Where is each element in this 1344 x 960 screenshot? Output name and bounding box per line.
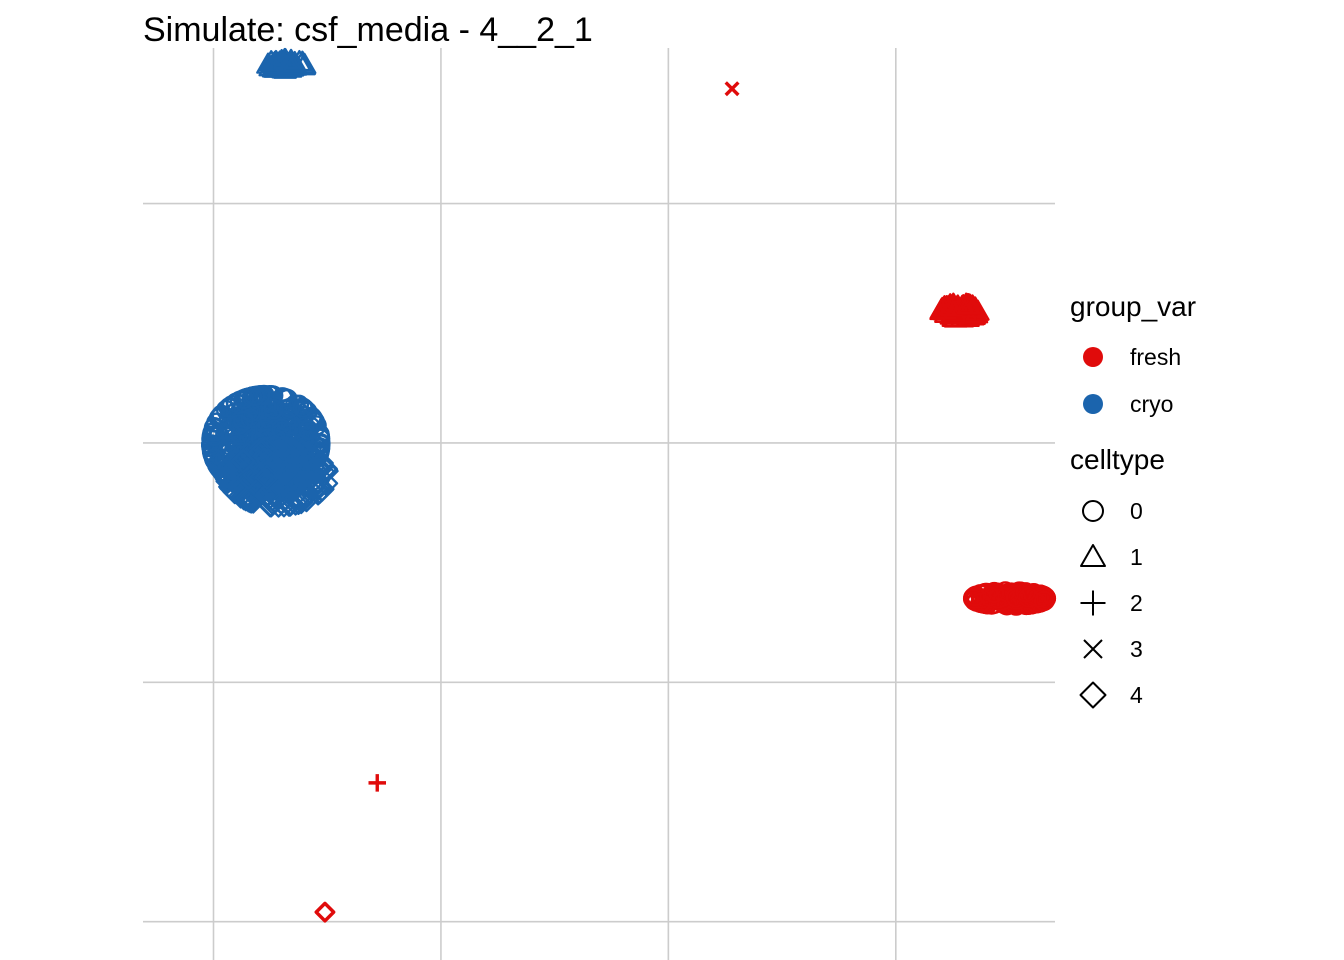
data-point (215, 468, 241, 494)
cluster-fresh-celltype-4 (314, 901, 336, 923)
data-point (235, 464, 261, 490)
data-point (274, 443, 300, 469)
legend-shape-0 (1082, 500, 1104, 522)
data-point (314, 901, 336, 923)
data-point (309, 476, 335, 502)
data-point (270, 435, 296, 461)
data-point (228, 414, 250, 435)
legend: group_var fresh cryo celltype 0 1 2 3 4 (1070, 291, 1196, 709)
data-point (293, 470, 319, 496)
data-point (214, 463, 240, 489)
cluster-fresh-celltype-0 (962, 581, 1057, 616)
legend-label-fresh: fresh (1130, 344, 1181, 370)
data-point (1018, 587, 1039, 608)
data-point (368, 774, 387, 792)
data-point (230, 448, 256, 474)
data-point (204, 421, 225, 442)
data-point (313, 470, 339, 496)
data-point (276, 53, 301, 75)
legend-label-celltype-0: 0 (1130, 498, 1143, 524)
data-point (281, 484, 307, 510)
data-point (255, 481, 281, 507)
data-point (309, 450, 334, 476)
data-point (282, 50, 307, 73)
data-point (263, 398, 284, 420)
legend-title-group-var: group_var (1070, 291, 1196, 322)
data-point (1028, 587, 1050, 608)
data-point (288, 394, 310, 416)
data-point (244, 385, 265, 407)
legend-label-celltype-4: 4 (1130, 682, 1143, 708)
data-point (292, 397, 313, 418)
data-point (223, 447, 249, 473)
data-point (233, 388, 255, 410)
legend-celltype-items: 0 1 2 3 4 (1079, 498, 1143, 709)
data-point (248, 437, 274, 463)
data-point (228, 483, 254, 509)
cluster-fresh-celltype-3 (724, 81, 740, 97)
legend-label-celltype-1: 1 (1130, 544, 1143, 570)
data-point (233, 410, 254, 432)
data-point (956, 293, 981, 315)
legend-swatch-cryo (1083, 394, 1103, 414)
legend-title-celltype: celltype (1070, 444, 1165, 475)
data-point (260, 454, 286, 479)
data-point (1005, 587, 1027, 608)
data-point (964, 586, 986, 607)
legend-group-var-items: fresh cryo (1083, 344, 1181, 417)
legend-shape-2 (1080, 590, 1106, 616)
cluster-cryo-celltype-1 (256, 47, 317, 79)
data-point (970, 592, 991, 613)
data-point (298, 419, 319, 441)
legend-label-cryo: cryo (1130, 391, 1173, 417)
legend-shape-4 (1079, 681, 1107, 709)
data-point (203, 448, 225, 469)
legend-swatch-fresh (1083, 347, 1103, 367)
legend-label-celltype-2: 2 (1130, 590, 1143, 616)
legend-shape-3 (1083, 639, 1103, 659)
cluster-fresh-celltype-2 (368, 774, 387, 792)
data-point (279, 397, 301, 419)
data-point (256, 52, 281, 74)
data-point (283, 490, 308, 516)
data-points (201, 47, 1057, 923)
data-point (983, 582, 1005, 604)
data-point (1033, 590, 1055, 612)
legend-shape-1 (1080, 544, 1106, 567)
chart-title: Simulate: csf_media - 4__2_1 (143, 11, 593, 49)
cluster-fresh-celltype-1 (929, 292, 990, 328)
cluster-cryo-celltype-4 (214, 435, 339, 518)
data-point (272, 460, 298, 486)
data-point (280, 414, 301, 435)
data-point (724, 81, 740, 97)
data-point (279, 436, 305, 462)
data-point (277, 491, 303, 517)
data-point (201, 434, 222, 455)
legend-label-celltype-3: 3 (1130, 636, 1143, 662)
data-point (218, 397, 239, 419)
data-point (263, 50, 288, 72)
